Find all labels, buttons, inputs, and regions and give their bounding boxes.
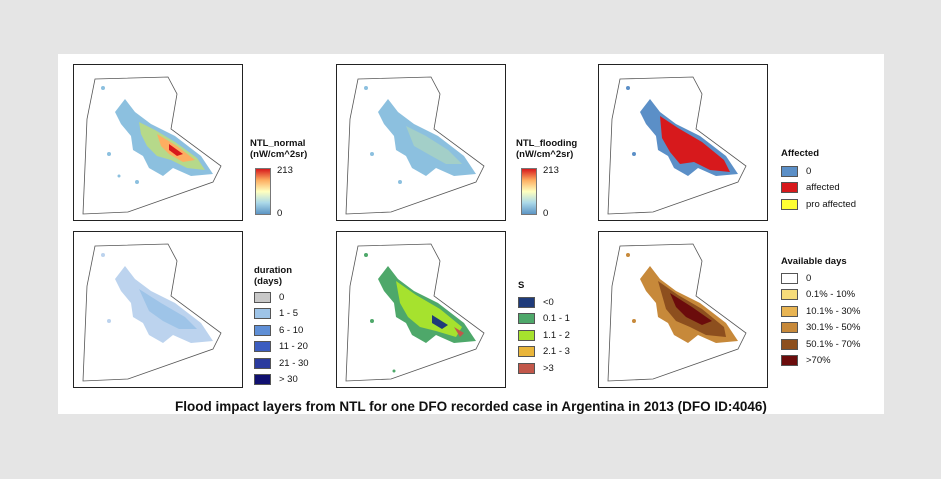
map-ntl-normal-svg bbox=[73, 64, 243, 221]
legend-swatch bbox=[781, 165, 798, 177]
legend-swatch bbox=[254, 374, 271, 386]
map-affected-svg bbox=[598, 64, 768, 221]
legend-ntl-flooding-min: 0 bbox=[543, 208, 549, 219]
legend-label: 21 - 30 bbox=[279, 357, 309, 369]
legend-swatch bbox=[254, 308, 271, 320]
legend-swatch bbox=[781, 305, 798, 317]
legend-ntl-normal-unit: (nW/cm^2sr) bbox=[250, 149, 308, 160]
legend-duration-item: 6 - 10 bbox=[254, 322, 309, 339]
figure-slide: NTL_normal (nW/cm^2sr) 213 0 NTL_floodin… bbox=[58, 54, 884, 414]
legend-affected-item: 0 bbox=[781, 163, 856, 180]
legend-swatch bbox=[518, 329, 535, 341]
legend-label: 6 - 10 bbox=[279, 324, 304, 336]
legend-label: pro affected bbox=[806, 198, 857, 210]
legend-label: 50.1% - 70% bbox=[806, 338, 861, 350]
legend-swatch bbox=[254, 324, 271, 336]
map-s bbox=[336, 231, 506, 388]
legend-swatch bbox=[781, 355, 798, 367]
legend-s-item: 0.1 - 1 bbox=[518, 311, 570, 328]
map-available-days-svg bbox=[598, 231, 768, 388]
map-duration-svg bbox=[73, 231, 243, 388]
legend-label: 1.1 - 2 bbox=[543, 329, 570, 341]
legend-label: 0.1 - 1 bbox=[543, 313, 570, 325]
map-duration bbox=[73, 231, 243, 388]
legend-ntl-normal-title: NTL_normal bbox=[250, 138, 306, 149]
figure-caption: Flood impact layers from NTL for one DFO… bbox=[175, 399, 767, 414]
legend-swatch bbox=[781, 338, 798, 350]
map-ntl-flooding bbox=[336, 64, 506, 221]
legend-available-days-item: 10.1% - 30% bbox=[781, 303, 860, 320]
legend-s-title: S bbox=[518, 280, 525, 291]
legend-ntl-normal-min: 0 bbox=[277, 208, 283, 219]
legend-s-item: <0 bbox=[518, 294, 570, 311]
legend-label: >70% bbox=[806, 355, 831, 367]
legend-label: affected bbox=[806, 182, 840, 194]
legend-ntl-normal-ramp bbox=[255, 168, 271, 215]
legend-available-days-item: 50.1% - 70% bbox=[781, 336, 860, 353]
legend-available-days-title: Available days bbox=[781, 256, 847, 267]
legend-ntl-flooding-max: 213 bbox=[543, 165, 559, 176]
legend-label: 10.1% - 30% bbox=[806, 305, 861, 317]
legend-label: 1 - 5 bbox=[279, 308, 299, 320]
legend-label: 0 bbox=[279, 291, 285, 303]
legend-ntl-flooding-title: NTL_flooding bbox=[516, 138, 578, 149]
legend-affected-item: pro affected bbox=[781, 196, 856, 213]
legend-available-days-item: 0 bbox=[781, 270, 860, 287]
legend-available-days-item: >70% bbox=[781, 353, 860, 370]
legend-duration-item: 21 - 30 bbox=[254, 355, 309, 372]
legend-label: >3 bbox=[543, 362, 554, 374]
legend-affected-title: Affected bbox=[781, 148, 820, 159]
legend-duration-item: 0 bbox=[254, 289, 309, 306]
legend-s: S <0 0.1 - 1 1.1 - 2 2.1 - 3 >3 bbox=[518, 280, 570, 377]
legend-ntl-flooding: NTL_flooding (nW/cm^2sr) 213 0 bbox=[516, 138, 578, 219]
legend-label: > 30 bbox=[279, 374, 298, 386]
legend-label: 11 - 20 bbox=[279, 341, 308, 353]
legend-swatch bbox=[518, 313, 535, 325]
legend-duration-item: 1 - 5 bbox=[254, 306, 309, 323]
legend-swatch bbox=[518, 346, 535, 358]
map-ntl-normal bbox=[73, 64, 243, 221]
legend-swatch bbox=[781, 272, 798, 284]
legend-swatch bbox=[254, 341, 271, 353]
legend-swatch bbox=[781, 289, 798, 301]
legend-label: 30.1% - 50% bbox=[806, 322, 861, 334]
legend-s-item: 1.1 - 2 bbox=[518, 327, 570, 344]
legend-available-days-item: 0.1% - 10% bbox=[781, 287, 860, 304]
legend-swatch bbox=[781, 198, 798, 210]
legend-duration-title: duration bbox=[254, 265, 292, 276]
legend-label: 0 bbox=[806, 272, 812, 284]
legend-swatch bbox=[781, 322, 798, 334]
legend-swatch bbox=[254, 291, 271, 303]
legend-s-item: 2.1 - 3 bbox=[518, 344, 570, 361]
map-available-days bbox=[598, 231, 768, 388]
legend-label: 0 bbox=[806, 165, 812, 177]
legend-ntl-flooding-unit: (nW/cm^2sr) bbox=[516, 149, 574, 160]
legend-duration: duration (days) 0 1 - 5 6 - 10 11 - 20 2… bbox=[254, 265, 309, 388]
legend-s-item: >3 bbox=[518, 360, 570, 377]
legend-duration-item: 11 - 20 bbox=[254, 339, 309, 356]
legend-duration-item: > 30 bbox=[254, 372, 309, 389]
legend-label: <0 bbox=[543, 296, 554, 308]
map-affected bbox=[598, 64, 768, 221]
legend-affected: Affected 0 affected pro affected bbox=[781, 148, 856, 213]
legend-available-days: Available days 0 0.1% - 10% 10.1% - 30% … bbox=[781, 256, 860, 369]
legend-swatch bbox=[518, 362, 535, 374]
legend-ntl-normal: NTL_normal (nW/cm^2sr) 213 0 bbox=[250, 138, 308, 219]
map-ntl-flooding-svg bbox=[336, 64, 506, 221]
legend-label: 0.1% - 10% bbox=[806, 289, 856, 301]
map-s-svg bbox=[336, 231, 506, 388]
legend-swatch bbox=[781, 182, 798, 194]
legend-ntl-flooding-ramp bbox=[521, 168, 537, 215]
legend-ntl-normal-max: 213 bbox=[277, 165, 293, 176]
legend-swatch bbox=[254, 357, 271, 369]
legend-label: 2.1 - 3 bbox=[543, 346, 570, 358]
legend-duration-unit: (days) bbox=[254, 276, 282, 287]
legend-available-days-item: 30.1% - 50% bbox=[781, 320, 860, 337]
legend-swatch bbox=[518, 296, 535, 308]
legend-affected-item: affected bbox=[781, 180, 856, 197]
